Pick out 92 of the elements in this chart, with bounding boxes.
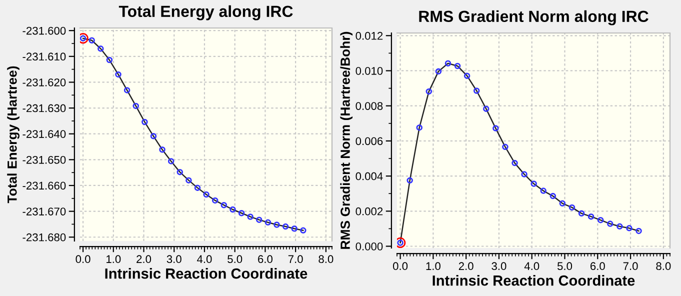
y-axis-title: Total Energy (Hartree)	[7, 66, 20, 204]
y-tick-label: -231.600	[22, 26, 66, 35]
x-tick-label: 5.0	[557, 262, 572, 270]
chart-title: RMS Gradient Norm along IRC	[419, 10, 648, 26]
x-tick-label: 3.0	[166, 255, 182, 264]
y-tick-label: 0.012	[356, 32, 383, 40]
point	[159, 146, 166, 153]
y-tick-label: 0.006	[356, 137, 383, 146]
point	[247, 214, 254, 220]
y-tick-label: -231.650	[22, 156, 66, 164]
point	[540, 188, 546, 194]
point	[256, 216, 262, 223]
x-tick-label: 2.0	[136, 255, 152, 264]
x-tick-label: 0.0	[76, 255, 90, 264]
x-tick-label: 1.0	[426, 262, 440, 270]
x-tick-label: 3.0	[492, 262, 506, 270]
point	[636, 228, 642, 234]
x-tick-label: 6.0	[258, 255, 272, 264]
point	[512, 160, 518, 166]
point	[502, 144, 508, 150]
x-tick-label: 0.0	[393, 262, 408, 270]
x-tick-label: 4.0	[524, 262, 540, 270]
x-axis-title: Intrinsic Reaction Coordinate	[105, 268, 308, 279]
point	[559, 200, 566, 207]
point	[238, 210, 245, 216]
point	[426, 88, 432, 95]
x-tick-label: 8.0	[318, 255, 334, 264]
point	[142, 118, 148, 126]
point	[406, 177, 413, 184]
x-tick-label: 2.0	[458, 262, 474, 270]
x-tick-label: 1.0	[106, 255, 121, 264]
x-tick-label: 6.0	[590, 262, 605, 270]
point	[397, 237, 406, 248]
point	[88, 37, 95, 44]
chart-title: Total Energy along IRC	[118, 5, 293, 20]
point	[115, 71, 122, 78]
point	[168, 158, 174, 164]
point	[550, 192, 556, 200]
y-tick-label: 0.002	[356, 207, 383, 216]
point	[264, 219, 272, 226]
point	[274, 222, 280, 228]
y-tick-label: -231.640	[22, 130, 66, 138]
point	[212, 197, 218, 204]
point	[626, 225, 632, 232]
y-tick-label: 0.000	[356, 242, 383, 250]
point	[444, 60, 452, 66]
point	[282, 223, 289, 230]
point	[473, 88, 480, 94]
point	[291, 225, 298, 232]
point	[132, 102, 139, 110]
point	[176, 168, 184, 176]
point	[416, 124, 422, 131]
point	[530, 180, 537, 187]
point	[483, 106, 490, 112]
y-tick-label: -231.660	[22, 182, 66, 190]
point	[186, 177, 192, 184]
point	[106, 56, 113, 64]
y-tick-label: 0.010	[356, 67, 383, 75]
point	[98, 46, 104, 52]
x-tick-label: 5.0	[228, 255, 242, 264]
point	[435, 68, 442, 75]
point	[597, 216, 604, 224]
y-axis-title: RMS Gradient Norm (Hartree/Bohr)	[340, 32, 353, 249]
point	[220, 202, 228, 208]
y-tick-label: -231.630	[22, 104, 66, 112]
point	[616, 223, 623, 230]
point	[203, 191, 210, 198]
point	[607, 220, 614, 227]
point	[492, 125, 499, 132]
point	[578, 210, 585, 217]
point	[568, 204, 576, 211]
y-tick-label: -231.670	[22, 208, 66, 216]
point	[124, 87, 130, 94]
point	[150, 133, 157, 140]
y-tick-label: -231.620	[22, 78, 66, 86]
point	[521, 171, 528, 178]
x-tick-label: 8.0	[656, 262, 671, 270]
y-tick-label: 0.008	[356, 102, 383, 110]
x-tick-label: 4.0	[197, 255, 212, 264]
point	[300, 227, 306, 234]
x-tick-label: 7.0	[623, 262, 638, 270]
point	[80, 32, 88, 44]
x-axis-title: Intrinsic Reaction Coordinate	[432, 275, 635, 286]
x-tick-label: 7.0	[288, 255, 303, 264]
point	[194, 184, 201, 191]
y-tick-label: 0.004	[356, 172, 383, 180]
point	[464, 72, 470, 79]
point	[230, 206, 236, 213]
y-tick-label: -231.610	[22, 52, 66, 61]
point	[454, 62, 461, 70]
y-tick-label: -231.680	[22, 233, 66, 242]
point	[588, 213, 594, 220]
